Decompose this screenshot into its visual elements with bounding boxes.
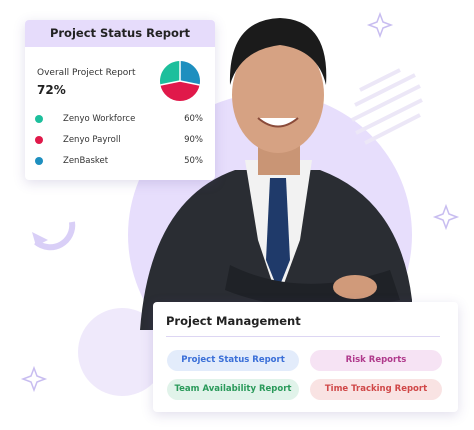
sparkle bbox=[432, 203, 460, 231]
project-name: Zenyo Workforce bbox=[63, 114, 136, 124]
report-button[interactable]: Team Availability Report bbox=[167, 379, 299, 400]
summary-label: Overall Project Report bbox=[37, 68, 136, 78]
project-name: Zenyo Payroll bbox=[63, 135, 121, 145]
arrow-head bbox=[32, 232, 48, 246]
pie-icon bbox=[159, 61, 201, 102]
tie bbox=[266, 178, 290, 290]
status-dot bbox=[35, 115, 43, 123]
arrow bbox=[34, 221, 76, 251]
hand bbox=[333, 275, 377, 299]
project-percent: 60% bbox=[184, 114, 203, 124]
smile bbox=[257, 117, 299, 128]
project-row: ZenBasket 50% bbox=[35, 154, 203, 168]
management-card: Project Management Project Status Report… bbox=[153, 302, 458, 412]
hair bbox=[229, 18, 327, 85]
sparkle bbox=[20, 365, 48, 393]
sparkle bbox=[366, 11, 394, 39]
project-name: ZenBasket bbox=[63, 156, 109, 166]
status-card: Project Status Report Overall Project Re… bbox=[25, 20, 215, 180]
report-button[interactable]: Project Status Report bbox=[167, 350, 299, 371]
project-row: Zenyo Payroll 90% bbox=[35, 133, 203, 147]
stripes bbox=[351, 68, 423, 145]
summary-value: 72% bbox=[37, 83, 66, 97]
status-dot bbox=[35, 157, 43, 165]
face bbox=[232, 37, 324, 153]
project-percent: 50% bbox=[184, 156, 203, 166]
status-dot bbox=[35, 136, 43, 144]
report-button[interactable]: Risk Reports bbox=[310, 350, 442, 371]
report-button[interactable]: Time Tracking Report bbox=[310, 379, 442, 400]
card-title: Project Status Report bbox=[25, 20, 215, 47]
project-row: Zenyo Workforce 60% bbox=[35, 112, 203, 126]
project-percent: 90% bbox=[184, 135, 203, 145]
divider bbox=[166, 336, 440, 337]
card-title: Project Management bbox=[166, 314, 301, 328]
